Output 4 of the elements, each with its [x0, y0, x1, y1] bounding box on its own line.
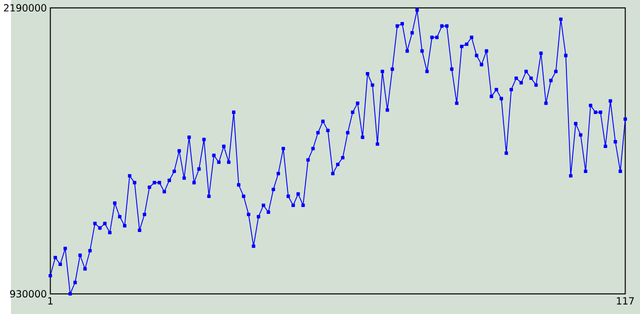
y-tick-label: 930000 — [10, 290, 46, 298]
x-tick-label: 117 — [616, 297, 634, 304]
y-tick-label: 2190000 — [4, 4, 46, 12]
x-tick-label: 1 — [48, 297, 53, 304]
